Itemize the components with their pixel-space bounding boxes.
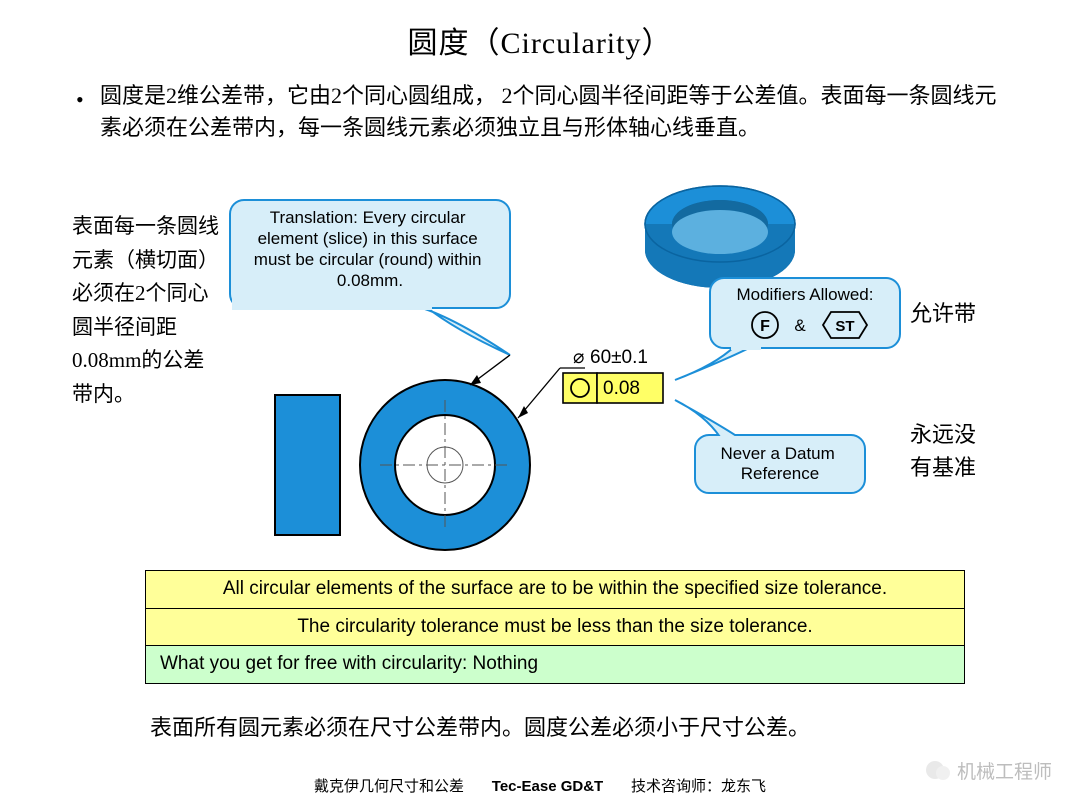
svg-text:&: &	[794, 316, 806, 335]
modifiers-callout: Modifiers Allowed: F & ST	[675, 278, 900, 380]
svg-text:0.08: 0.08	[603, 378, 640, 399]
translation-callout: Translation: Every circular element (sli…	[230, 200, 510, 355]
rules-table: All circular elements of the surface are…	[145, 570, 965, 684]
svg-text:60±0.1: 60±0.1	[590, 347, 648, 368]
label-allowed: 允许带	[910, 296, 976, 328]
bullet-dot: •	[76, 84, 84, 116]
svg-text:⌀: ⌀	[573, 347, 584, 368]
side-note: 表面每一条圆线元素（横切面）必须在2个同心圆半径间距0.08mm的公差带内。	[72, 210, 222, 412]
table-row: What you get for free with circularity: …	[146, 646, 965, 684]
ring-front-icon	[360, 380, 530, 550]
wechat-icon	[925, 758, 951, 784]
section-rect-icon	[275, 395, 340, 535]
svg-text:ST: ST	[835, 318, 854, 335]
main-bullet: • 圆度是2维公差带，它由2个同心圆组成， 2个同心圆半径间距等于公差值。表面每…	[100, 80, 1000, 144]
footer-center: Tec-Ease GD&T	[492, 778, 603, 795]
modifiers-label: Modifiers Allowed:	[736, 285, 873, 304]
footer-right: 技术咨询师：龙东飞	[631, 779, 766, 795]
footer: 戴克伊几何尺寸和公差 Tec-Ease GD&T 技术咨询师：龙东飞	[0, 775, 1080, 796]
footer-left: 戴克伊几何尺寸和公差	[314, 779, 464, 795]
watermark: 机械工程师	[925, 757, 1052, 784]
page-title: 圆度（Circularity）	[0, 0, 1080, 62]
table-row: All circular elements of the surface are…	[146, 571, 965, 609]
ring-3d-icon	[645, 186, 795, 288]
bullet-text: 圆度是2维公差带，它由2个同心圆组成， 2个同心圆半径间距等于公差值。表面每一条…	[100, 83, 997, 140]
table-row: The circularity tolerance must be less t…	[146, 608, 965, 646]
circularity-diagram: Translation: Every circular element (sli…	[225, 180, 1025, 570]
feature-control-frame: 0.08	[563, 373, 663, 403]
datum-callout: Never a Datum Reference	[675, 400, 865, 493]
bottom-summary: 表面所有圆元素必须在尺寸公差带内。圆度公差必须小于尺寸公差。	[150, 710, 970, 742]
label-no-datum: 永远没 有基准	[910, 418, 976, 484]
svg-text:F: F	[760, 318, 770, 335]
